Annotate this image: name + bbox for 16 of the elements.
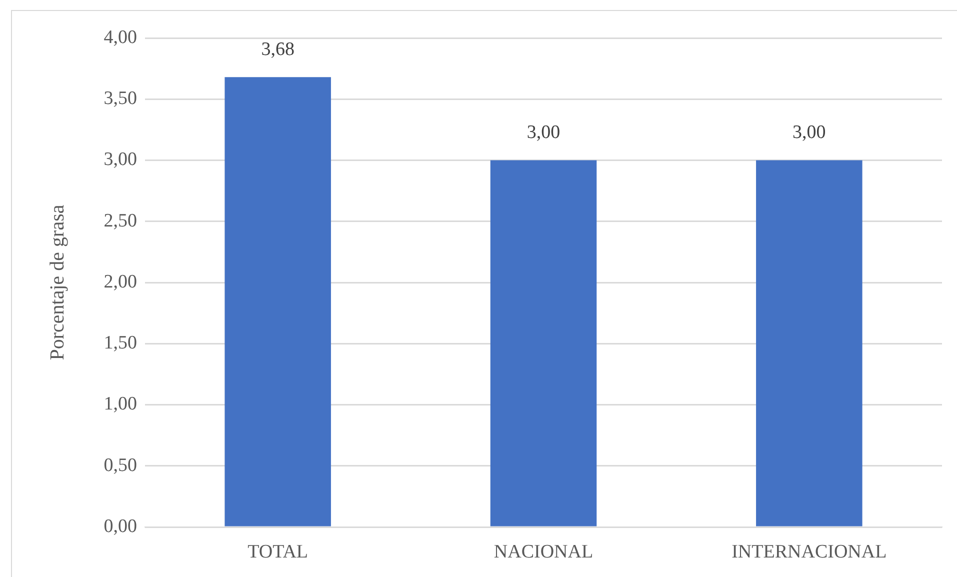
x-tick-label: TOTAL (248, 541, 308, 562)
y-tick-label: 2,50 (104, 210, 137, 232)
y-tick-label: 0,00 (104, 516, 137, 537)
x-tick-label: INTERNACIONAL (732, 541, 887, 562)
y-tick-label: 1,00 (104, 394, 137, 415)
data-label: 3,00 (526, 122, 560, 144)
y-tick-label: 4,00 (104, 26, 137, 48)
y-tick-label: 0,50 (104, 454, 137, 476)
y-tick-label: 3,00 (104, 149, 137, 170)
y-tick-label: 2,00 (104, 271, 137, 292)
y-tick-label: 3,50 (104, 88, 137, 110)
y-tick-label: 1,50 (104, 332, 137, 354)
x-tick-label: NACIONAL (494, 541, 594, 562)
data-label: 3,68 (261, 39, 294, 60)
data-label: 3,00 (792, 122, 826, 144)
y-axis-title: Porcentaje de grasa (46, 204, 68, 360)
